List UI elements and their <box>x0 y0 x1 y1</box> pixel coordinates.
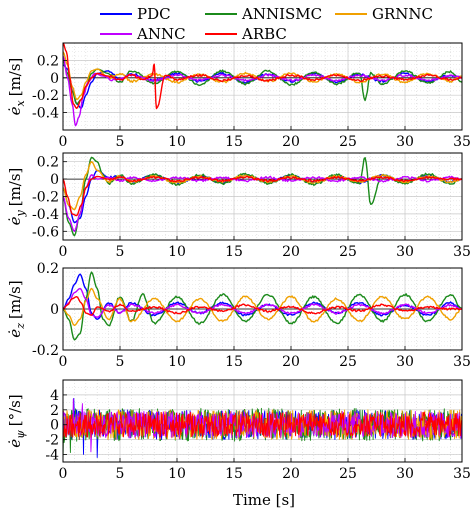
series-group <box>63 43 462 127</box>
y-axis-label: ėx [m/s] <box>6 58 27 116</box>
y-axis-label-variable: ė <box>6 106 24 115</box>
y-axis-label-variable: ė <box>6 216 24 225</box>
legend-label: ARBC <box>241 25 287 43</box>
series-line-annc <box>63 287 462 318</box>
x-tick-label: 10 <box>168 134 186 150</box>
y-axis-label: ėψ [°/s] <box>6 394 27 448</box>
x-tick-label: 20 <box>282 134 300 150</box>
series-group <box>63 156 462 237</box>
x-tick-label: 15 <box>225 244 243 260</box>
legend-entry-grnnc: GRNNC <box>335 5 433 23</box>
x-tick-label: 0 <box>59 134 68 150</box>
y-axis-label: ėz [m/s] <box>6 280 27 337</box>
y-tick-label: -0.6 <box>32 224 59 240</box>
legend-label: ANNISMC <box>241 5 322 23</box>
y-tick-label: 0 <box>50 418 59 434</box>
series-line-arbc <box>63 411 462 438</box>
series-line-arbc <box>63 43 462 110</box>
y-axis-label-subscript: ψ <box>14 430 27 439</box>
x-tick-label: 10 <box>168 466 186 482</box>
axes-frame <box>62 42 463 131</box>
subplots: -0.4-0.200.20 5 10 15 20 25 30 35ėx[m/s]-0.6-0.… <box>6 42 471 482</box>
y-tick-label: 0.2 <box>37 261 59 277</box>
y-tick-label: 4 <box>50 388 59 404</box>
y-tick-label: -4 <box>45 448 59 464</box>
series-group <box>63 397 462 461</box>
y-tick-label: 0.2 <box>37 53 59 69</box>
x-tick-label: 5 <box>116 134 125 150</box>
y-axis-label-subscript: x <box>14 100 27 107</box>
y-axis-label-unit: [m/s] <box>6 280 24 319</box>
x-tick-label: 20 <box>282 354 300 370</box>
legend-label: GRNNC <box>372 5 433 23</box>
x-tick-label: 25 <box>339 354 357 370</box>
x-tick-label: 35 <box>453 134 471 150</box>
y-axis-label-unit: [°/s] <box>6 394 24 426</box>
x-tick-label: 0 <box>59 354 68 370</box>
x-tick-label: 30 <box>396 134 414 150</box>
series-line-arbc <box>63 175 462 217</box>
y-axis-label-variable: ė <box>6 439 24 448</box>
legend-entry-annismc: ANNISMC <box>205 5 322 23</box>
x-tick-label: 25 <box>339 244 357 260</box>
y-tick-label: -0.4 <box>32 207 59 223</box>
y-axis-label-subscript: z <box>14 323 27 330</box>
series-line-grnnc <box>63 287 462 327</box>
x-tick-label: 5 <box>116 354 125 370</box>
x-tick-label: 10 <box>168 354 186 370</box>
x-tick-label: 35 <box>453 244 471 260</box>
x-tick-label: 15 <box>225 134 243 150</box>
y-axis-label: ėy [m/s] <box>6 168 27 226</box>
y-tick-label: 0.2 <box>37 155 59 171</box>
series-line-annismc <box>63 60 462 105</box>
y-tick-label: 0 <box>50 71 59 87</box>
y-tick-label: -2 <box>45 433 59 449</box>
x-tick-label: 5 <box>116 466 125 482</box>
axes-frame <box>62 379 463 463</box>
x-tick-label: 5 <box>116 244 125 260</box>
x-tick-label: 15 <box>225 354 243 370</box>
series-group <box>63 271 462 341</box>
x-tick-label: 30 <box>396 354 414 370</box>
y-tick-label: -0.2 <box>32 343 59 359</box>
y-axis-label-subscript: y <box>14 210 27 218</box>
series-line-annc <box>63 398 462 453</box>
y-tick-label: 2 <box>50 403 59 419</box>
y-tick-label: 0 <box>50 172 59 188</box>
x-tick-label: 30 <box>396 244 414 260</box>
x-tick-label: 15 <box>225 466 243 482</box>
y-tick-label: -0.4 <box>32 106 59 122</box>
legend-entry-arbc: ARBC <box>205 25 287 43</box>
y-tick-label: -0.2 <box>32 88 59 104</box>
y-axis-label-unit: [m/s] <box>6 58 24 97</box>
y-tick-label: -0.2 <box>32 190 59 206</box>
x-tick-label: 20 <box>282 466 300 482</box>
x-tick-label: 25 <box>339 134 357 150</box>
legend-label: ANNC <box>136 25 186 43</box>
y-tick-label: 0 <box>50 302 59 318</box>
x-tick-label: 30 <box>396 466 414 482</box>
x-axis-label: Time [s] <box>233 491 295 509</box>
x-tick-label: 35 <box>453 354 471 370</box>
x-tick-label: 0 <box>59 466 68 482</box>
x-tick-label: 20 <box>282 244 300 260</box>
legend-entry-pdc: PDC <box>100 5 171 23</box>
series-line-annc <box>63 174 462 232</box>
y-axis-label-variable: ė <box>6 329 24 338</box>
series-line-arbc <box>63 296 462 316</box>
legend-label: PDC <box>137 5 171 23</box>
x-tick-label: 10 <box>168 244 186 260</box>
x-tick-label: 35 <box>453 466 471 482</box>
legend-entry-annc: ANNC <box>100 25 186 43</box>
legend: PDC ANNISMC GRNNC ANNC ARBC <box>100 5 433 43</box>
x-tick-label: 25 <box>339 466 357 482</box>
x-tick-label: 0 <box>59 244 68 260</box>
y-axis-label-unit: [m/s] <box>6 168 24 207</box>
